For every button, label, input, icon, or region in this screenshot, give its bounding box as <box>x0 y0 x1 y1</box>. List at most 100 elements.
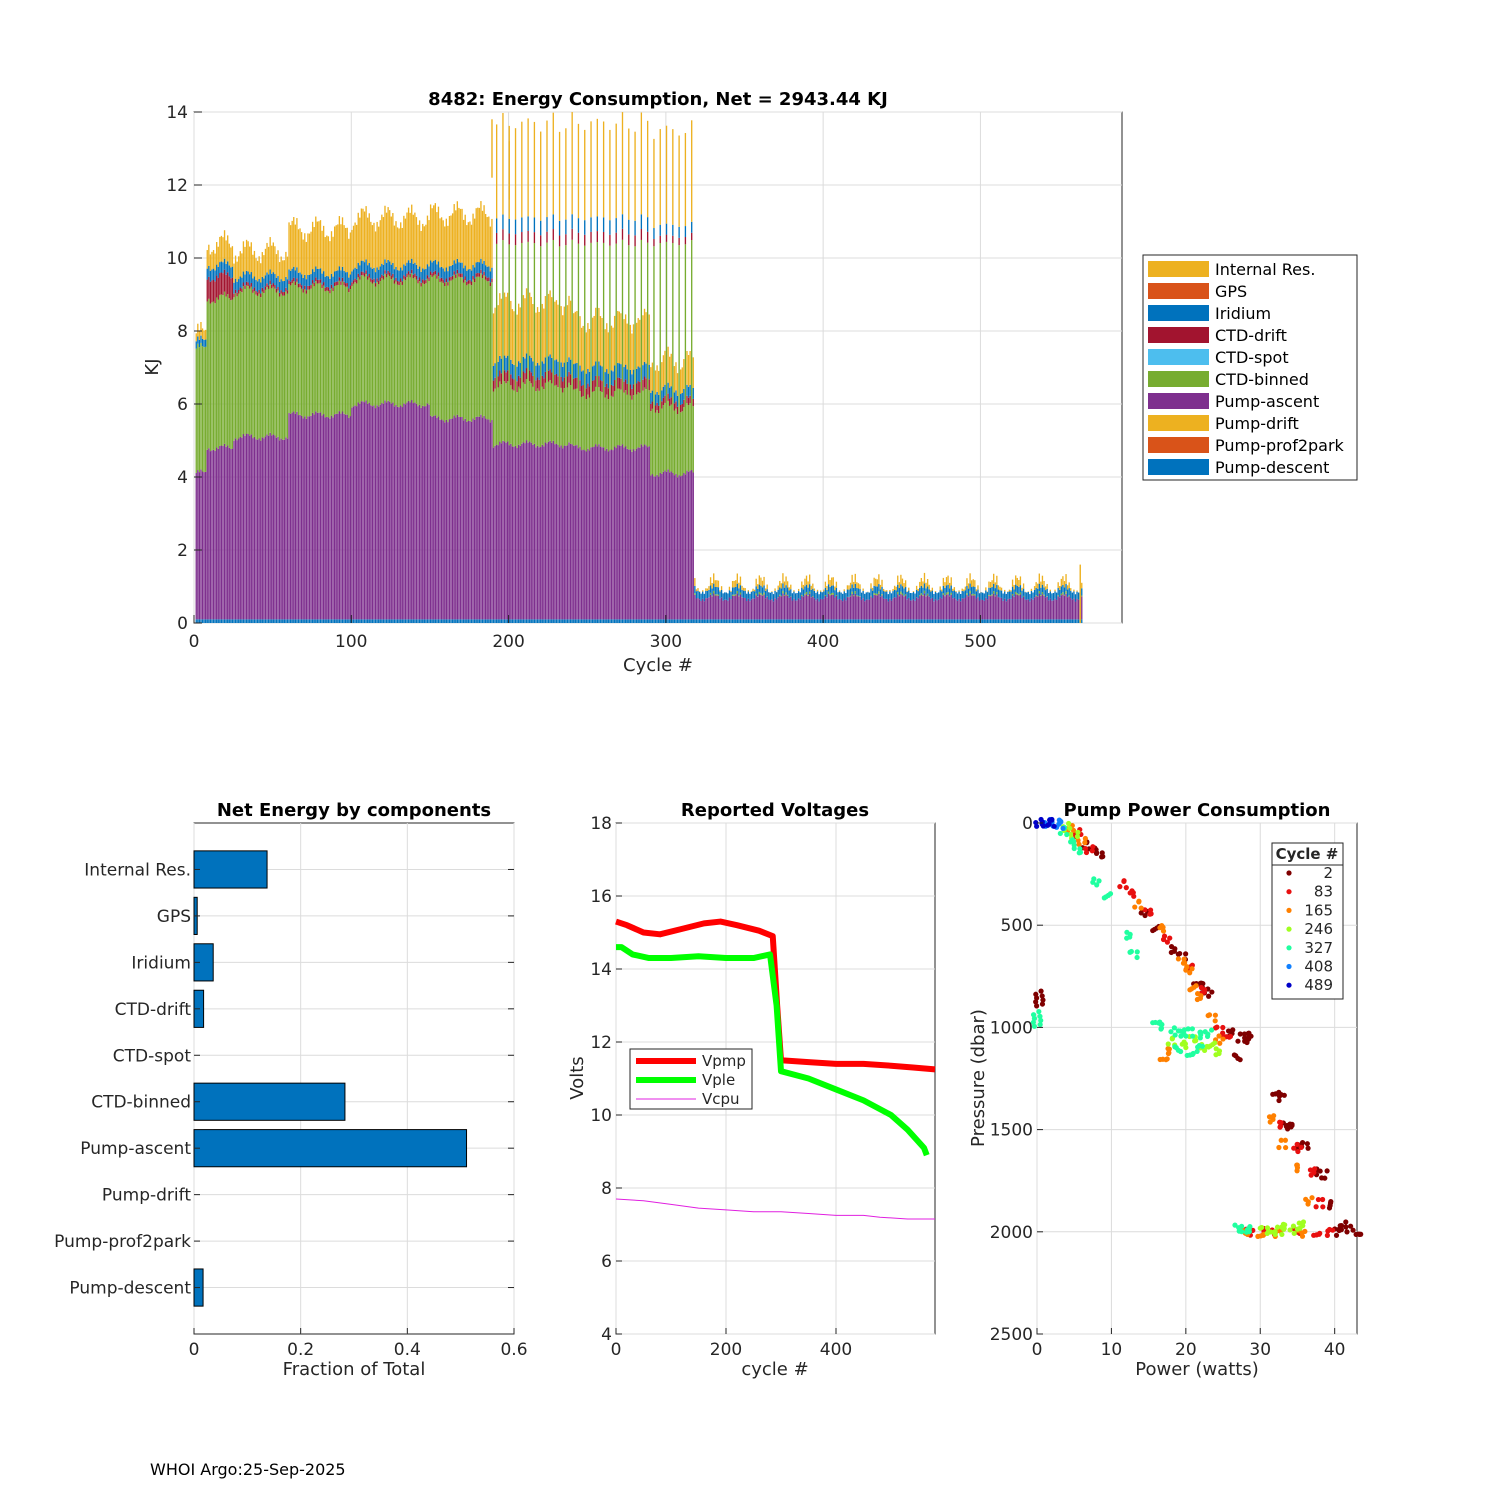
energy-bar-ctd-drift <box>462 279 465 283</box>
energy-bar-ctd-drift <box>544 371 547 383</box>
energy-bar-pump-descent <box>689 619 691 623</box>
energy-bar-internal-res <box>316 221 319 269</box>
energy-bar-internal-res <box>623 319 625 368</box>
energy-bar-pump-ascent <box>547 441 550 620</box>
energy-bar-pump-descent <box>535 619 537 623</box>
energy-bar-pump-ascent <box>442 420 444 620</box>
energy-bar-iridium <box>919 587 921 596</box>
energy-bar-pump-descent <box>860 619 863 623</box>
energy-bar-iridium <box>283 280 285 292</box>
energy-bar-internal-res <box>646 120 649 218</box>
energy-bar-pump-ascent <box>475 416 477 620</box>
energy-bar-internal-res <box>555 300 558 360</box>
energy-bar-iridium <box>253 276 256 288</box>
energy-bar-pump-descent <box>972 619 974 623</box>
pump-point <box>1300 1219 1307 1225</box>
energy-bar-pump-descent <box>580 619 583 623</box>
energy-bar-pump-ascent <box>370 405 372 620</box>
energy-bar-ctd-binned <box>271 288 273 436</box>
energy-bar-pump-descent <box>219 619 221 623</box>
energy-bar-ctd-drift <box>352 280 355 284</box>
energy-bar-pump-ascent <box>407 400 410 620</box>
energy-bar-pump-ascent <box>422 405 424 620</box>
energy-bar-pump-ascent <box>519 445 521 620</box>
energy-bar-internal-res <box>753 589 756 592</box>
energy-bar-pump-descent <box>249 619 251 623</box>
energy-bar-iridium <box>1057 588 1059 596</box>
energy-bar-iridium <box>719 591 721 599</box>
energy-bar-pump-ascent <box>632 449 635 620</box>
energy-bar-ctd-drift <box>401 281 403 285</box>
energy-bar-pump-ascent <box>538 447 540 620</box>
energy-bar-pump-descent <box>1019 619 1022 623</box>
energy-bar-iridium <box>838 591 841 599</box>
energy-bar-pump-descent <box>845 619 847 623</box>
energy-bar-pump-descent <box>903 619 905 623</box>
pump-point <box>1317 1230 1323 1236</box>
energy-bar-pump-ascent <box>242 434 245 620</box>
energy-chart-title: 8482: Energy Consumption, Net = 2943.44 … <box>428 89 888 110</box>
energy-bar-pump-descent <box>494 619 496 623</box>
energy-bar-pump-ascent <box>390 403 392 620</box>
energy-bar-pump-descent <box>217 619 219 623</box>
energy-bar-pump-descent <box>683 619 685 623</box>
energy-bar-iridium <box>639 367 641 382</box>
energy-bar-internal-res <box>400 222 402 268</box>
energy-bar-internal-res <box>601 317 603 367</box>
energy-bar-iridium <box>952 591 954 599</box>
energy-bar-ctd-binned <box>853 595 855 597</box>
pump-point <box>1142 912 1148 919</box>
energy-bar-pump-ascent <box>713 593 715 620</box>
energy-bar-pump-descent <box>971 619 973 623</box>
pump-point <box>1045 822 1051 828</box>
energy-bar-ctd-drift <box>208 276 210 299</box>
energy-bar-pump-ascent <box>1024 599 1026 620</box>
energy-bar-pump-descent <box>777 619 779 623</box>
energy-bar-ctd-binned <box>291 283 293 413</box>
components-category-label: Pump-descent <box>69 1279 191 1299</box>
energy-bar-pump-descent <box>576 619 578 623</box>
energy-bar-ctd-binned <box>881 594 883 596</box>
pump-point <box>1324 1168 1330 1174</box>
energy-legend-label: Pump-prof2park <box>1215 436 1345 455</box>
energy-bar-ctd-binned <box>422 282 424 406</box>
energy-bar-pump-ascent <box>917 598 919 620</box>
energy-bar-pump-descent <box>396 619 399 623</box>
energy-bar-internal-res <box>694 578 696 586</box>
energy-bar-ctd-drift <box>326 286 328 291</box>
energy-bar-ctd-drift <box>610 384 613 396</box>
energy-bar-ctd-drift <box>371 279 374 284</box>
energy-bar-ctd-binned <box>337 285 339 414</box>
energy-bar-ctd-drift <box>244 285 246 289</box>
energy-bar-ctd-binned <box>878 591 880 594</box>
energy-bar-ctd-binned <box>255 294 257 440</box>
energy-bar-internal-res <box>198 330 201 340</box>
energy-bar-pump-ascent <box>453 415 455 620</box>
energy-bar-pump-descent <box>915 619 918 623</box>
energy-bar-ctd-binned <box>269 284 271 433</box>
energy-bar-internal-res <box>758 575 761 585</box>
energy-bar-ctd-binned <box>783 594 786 596</box>
energy-bar-ctd-binned <box>503 381 506 442</box>
pump-point <box>1039 819 1045 825</box>
energy-bar-iridium <box>966 586 968 594</box>
energy-bar-pump-ascent <box>423 406 425 620</box>
energy-bar-pump-descent <box>431 619 433 623</box>
energy-bar-pump-ascent <box>304 416 306 620</box>
energy-bar-ctd-binned <box>903 595 905 597</box>
energy-bar-ctd-binned <box>585 399 587 452</box>
energy-bar-pump-descent <box>986 619 989 623</box>
energy-bar-pump-descent <box>909 619 911 623</box>
energy-bar-pump-ascent <box>741 597 743 620</box>
energy-bar-pump-descent <box>596 619 598 623</box>
pump-point <box>1189 1026 1195 1032</box>
energy-bar-pump-ascent <box>451 418 454 620</box>
energy-bar-pump-descent <box>341 619 344 623</box>
energy-bar-pump-descent <box>716 619 718 623</box>
energy-bar-ctd-drift <box>422 279 424 283</box>
energy-bar-ctd-binned <box>260 297 262 441</box>
energy-bar-pump-descent <box>1029 619 1031 623</box>
energy-bar-iridium <box>582 370 584 386</box>
energy-bar-ctd-drift <box>604 386 606 398</box>
